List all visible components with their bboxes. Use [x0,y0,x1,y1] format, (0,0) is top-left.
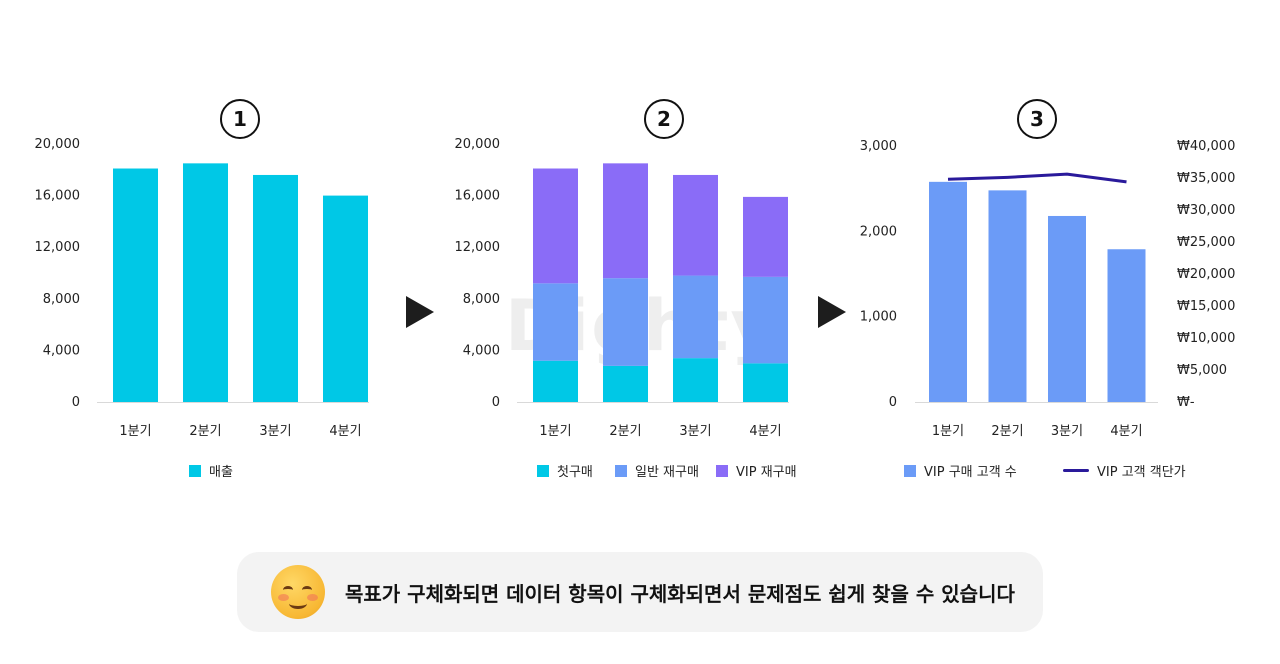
bar-1 [323,195,368,402]
legend-vip-customers: VIP 구매 고객 수 [904,461,1017,480]
y-right-tick-label: ₩10,000 [1177,331,1235,346]
y-right-tick-label: ₩20,000 [1177,267,1235,282]
line-vip-price [947,172,1127,184]
bar-vip-customers [988,190,1027,402]
x-tick-label: 3분기 [259,424,291,439]
x-tick-label: 1분기 [932,424,964,439]
bar-1 [533,360,578,402]
next-arrow-icon [406,296,434,328]
bar-2 [673,275,718,359]
legend-label-vip-repurchase: VIP 재구매 [736,465,797,480]
legend-label-first-purchase: 첫구매 [557,465,593,480]
x-tick-label: 2분기 [609,424,641,439]
bar-1 [183,163,228,402]
next-arrow-icon-2 [818,296,846,328]
y-left-tick-label: 0 [889,395,897,410]
x-tick-label: 1분기 [539,424,571,439]
y-right-tick-label: ₩15,000 [1177,299,1235,314]
bar-1 [253,174,298,402]
legend-swatch-sales [189,464,201,477]
bar-1 [603,365,648,402]
y-right-tick-label: ₩- [1177,395,1195,410]
y-tick-label: 4,000 [463,343,500,358]
legend-label-sales: 매출 [209,465,233,480]
banner-text: 목표가 구체화되면 데이터 항목이 구체화되면서 문제점도 쉽게 찾을 수 있습… [345,581,1015,606]
legend-swatch-vip-repurchase [716,464,728,477]
y-tick-label: 20,000 [35,137,81,152]
bar-1 [113,168,158,402]
y-right-tick-label: ₩5,000 [1177,363,1227,378]
bar-3 [533,168,578,284]
y-right-tick-label: ₩30,000 [1177,203,1235,218]
chart-purchase-breakdown: 0 4,000 8,000 12,000 16,000 20,000 1분기 2분기 3분기 4분… [455,137,789,439]
legend-vip-price: VIP 고객 객단가 [1063,461,1186,480]
x-tick-label: 3분기 [679,424,711,439]
legend-vip-repurchase: VIP 재구매 [716,461,797,480]
y-left-tick-label: 3,000 [860,139,897,154]
bar-2 [603,278,648,366]
y-left-tick-label: 2,000 [860,224,897,239]
x-tick-label: 3분기 [1051,424,1083,439]
legend-label-vip-customers: VIP 구매 고객 수 [924,465,1017,480]
legend-label-general-repurchase: 일반 재구매 [635,465,699,480]
y-left-tick-label: 1,000 [860,310,897,325]
x-tick-label: 2분기 [189,424,221,439]
legend-first-purchase: 첫구매 [537,461,593,480]
chart-vip: 0 1,000 2,000 3,000 ₩- ₩5,000 ₩10,000 ₩15,000 ₩2… [860,139,1236,439]
bar-3 [673,174,718,276]
bar-vip-customers [1107,249,1146,402]
bar-1 [673,358,718,402]
y-tick-label: 16,000 [455,189,501,204]
x-tick-label: 4분기 [329,424,361,439]
y-tick-label: 12,000 [455,240,501,255]
y-tick-label: 20,000 [455,137,501,152]
smiling-face-icon [271,565,325,619]
legend-swatch-general-repurchase [615,464,627,477]
bar-3 [603,163,648,279]
y-right-tick-label: ₩25,000 [1177,235,1235,250]
y-right-tick-label: ₩40,000 [1177,139,1235,154]
legend-general-repurchase: 일반 재구매 [615,461,699,480]
bar-1 [743,363,788,402]
y-tick-label: 8,000 [43,292,80,307]
step-badge-1: 1 [220,99,260,139]
x-tick-label: 4분기 [1110,424,1142,439]
bar-vip-customers [929,181,967,402]
bar-2 [743,276,788,364]
bar-3 [743,196,788,277]
legend-label-vip-price: VIP 고객 객단가 [1097,465,1186,480]
legend-swatch-first-purchase [537,464,549,477]
y-right-tick-label: ₩35,000 [1177,171,1235,186]
chart-sales: 0 4,000 8,000 12,000 16,000 20,000 1분기 2분기 3분기 4분… [35,137,369,439]
legend-line-vip-price [1063,469,1089,472]
legend-sales: 매출 [189,461,233,480]
x-tick-label: 2분기 [991,424,1023,439]
y-tick-label: 0 [72,395,80,410]
x-tick-label: 4분기 [749,424,781,439]
y-tick-label: 16,000 [35,189,81,204]
y-tick-label: 8,000 [463,292,500,307]
legend-swatch-vip-customers [904,464,916,477]
x-tick-label: 1분기 [119,424,151,439]
y-tick-label: 12,000 [35,240,81,255]
bar-vip-customers [1048,215,1086,402]
y-tick-label: 4,000 [43,343,80,358]
y-tick-label: 0 [492,395,500,410]
message-banner: 목표가 구체화되면 데이터 항목이 구체화되면서 문제점도 쉽게 찾을 수 있습… [237,552,1043,632]
step-badge-3: 3 [1017,99,1057,139]
step-badge-2: 2 [644,99,684,139]
bar-2 [533,283,578,361]
